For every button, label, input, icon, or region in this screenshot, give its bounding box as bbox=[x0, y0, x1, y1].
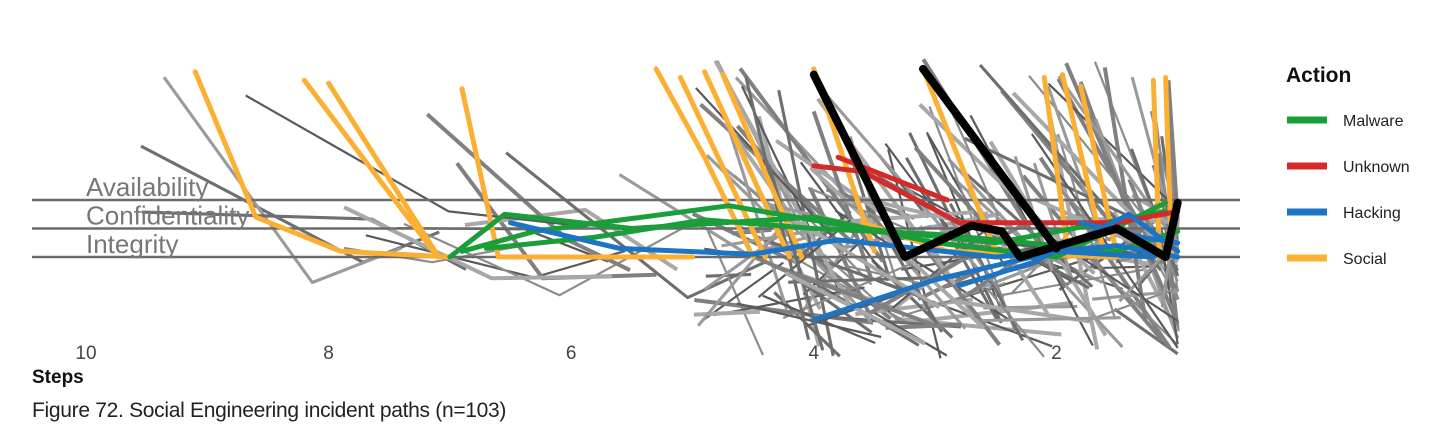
background-path bbox=[721, 217, 887, 248]
background-path bbox=[695, 87, 832, 236]
background-path bbox=[846, 144, 890, 276]
series-path-malware bbox=[459, 203, 1169, 254]
x-tick-label: 10 bbox=[75, 343, 96, 364]
background-path bbox=[725, 121, 789, 310]
attribute-label-integrity: Integrity bbox=[86, 229, 179, 259]
series-path-hacking bbox=[811, 248, 1156, 323]
series-path-social bbox=[301, 77, 441, 260]
series-path-social bbox=[459, 86, 695, 260]
series-path-social bbox=[192, 69, 453, 260]
background-path bbox=[245, 94, 588, 228]
legend-title: Action bbox=[1286, 64, 1351, 87]
background-path bbox=[913, 146, 987, 226]
series-path-malware bbox=[447, 200, 1169, 260]
background-path bbox=[963, 136, 1142, 224]
background-path bbox=[701, 261, 784, 322]
background-path bbox=[1166, 80, 1180, 220]
background-path bbox=[951, 176, 1032, 249]
highlight-path bbox=[919, 64, 1061, 253]
background-path bbox=[774, 138, 885, 217]
series-paths bbox=[192, 66, 1181, 323]
background-path bbox=[986, 287, 1045, 358]
attribute-label-availability: Availability bbox=[86, 172, 208, 202]
background-path bbox=[343, 205, 613, 281]
x-tick-label: 2 bbox=[1051, 343, 1062, 364]
background-path bbox=[894, 248, 967, 330]
figure-caption: Figure 72. Social Engineering incident p… bbox=[32, 399, 507, 422]
legend-label-hacking: Hacking bbox=[1343, 205, 1401, 222]
attribute-label-confidentiality: Confidentiality bbox=[86, 201, 249, 231]
series-path-social bbox=[1150, 77, 1162, 260]
x-tick-label: 6 bbox=[566, 343, 577, 364]
series-path-malware bbox=[483, 217, 1181, 254]
background-path bbox=[796, 231, 857, 320]
legend-label-social: Social bbox=[1343, 251, 1387, 268]
background-path bbox=[696, 222, 786, 327]
background-path bbox=[992, 268, 1145, 298]
background-path bbox=[794, 276, 873, 334]
series-path-hacking bbox=[508, 220, 1181, 260]
background-path bbox=[744, 75, 811, 341]
background-path bbox=[736, 302, 882, 339]
legend: Action Malware Unknown Hacking Social bbox=[1286, 64, 1410, 268]
background-path bbox=[919, 240, 1002, 347]
x-axis-label: Steps bbox=[32, 367, 84, 388]
series-path-social bbox=[677, 75, 768, 260]
series-path-social bbox=[326, 80, 441, 259]
background-path bbox=[981, 316, 1121, 323]
series-path-social bbox=[1041, 75, 1071, 260]
x-tick-label: 8 bbox=[323, 343, 334, 364]
background-path bbox=[884, 142, 964, 249]
background-path bbox=[403, 218, 700, 297]
background-path bbox=[425, 112, 631, 272]
legend-label-unknown: Unknown bbox=[1343, 159, 1410, 176]
background-path bbox=[693, 309, 760, 317]
highlight-path bbox=[809, 70, 1182, 261]
x-tick-label: 4 bbox=[809, 343, 820, 364]
background-path bbox=[782, 267, 945, 331]
background-path bbox=[706, 230, 764, 356]
legend-label-malware: Malware bbox=[1343, 113, 1404, 130]
background-path bbox=[782, 261, 914, 320]
background-path bbox=[1080, 250, 1179, 346]
highlight-path-group bbox=[809, 64, 1182, 261]
background-path bbox=[162, 76, 403, 285]
x-tick-labels: 10 8 6 4 2 bbox=[75, 343, 1061, 364]
background-path bbox=[757, 219, 852, 299]
